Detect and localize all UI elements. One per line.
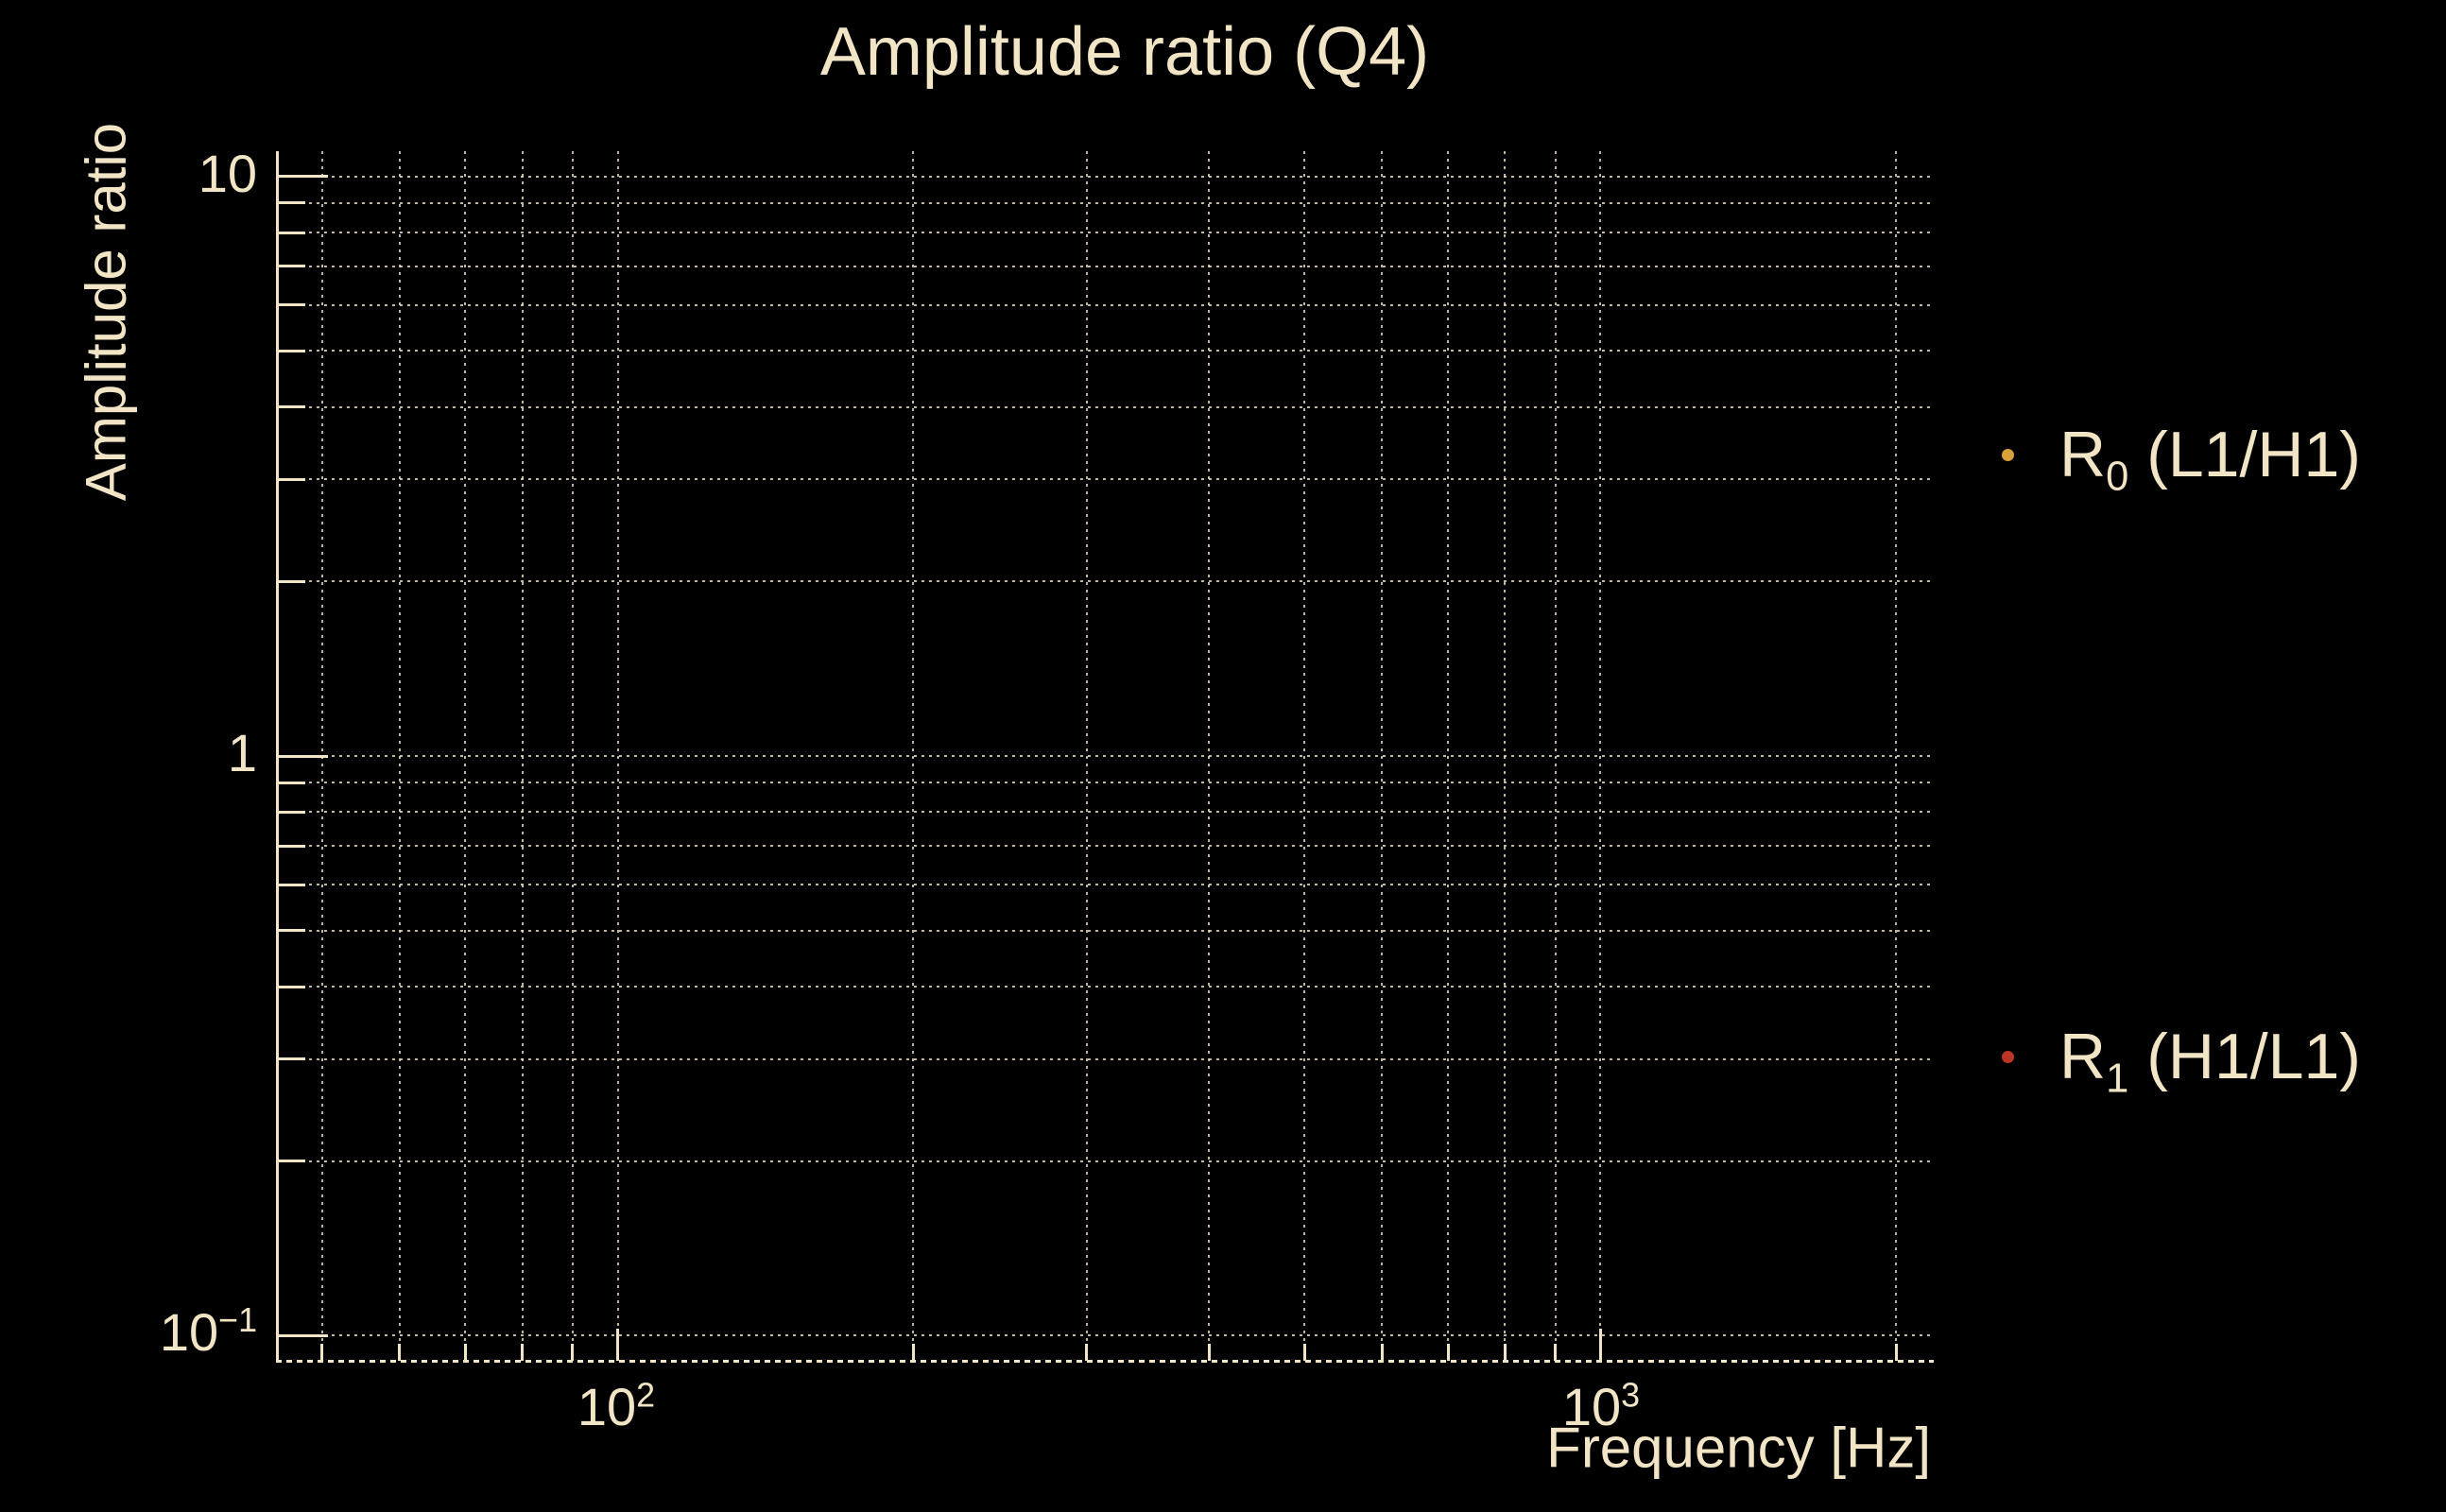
- x-axis-title: Frequency [Hz]: [1546, 1416, 1931, 1480]
- y-axis-title: Amplitude ratio: [74, 122, 138, 502]
- gridline-y-0.1: [279, 1334, 1934, 1337]
- y-tick-9: [279, 201, 305, 205]
- gridline-y-0.4: [279, 986, 1934, 988]
- gridline-y-0.5: [279, 929, 1934, 932]
- y-tick-0.5: [279, 929, 305, 933]
- y-tick-0.9: [279, 781, 305, 784]
- x-tick-500: [1302, 1344, 1306, 1361]
- gridline-y-5: [279, 350, 1934, 352]
- gridline-y-0.2: [279, 1160, 1934, 1162]
- x-tick-200: [911, 1344, 915, 1361]
- y-tick-4: [279, 405, 305, 409]
- gridline-y-10: [279, 175, 1934, 178]
- legend-entry-r1: R1 (H1/L1): [2002, 1020, 2361, 1102]
- x-tick-90: [571, 1344, 575, 1361]
- x-tick-1000: [1598, 1329, 1602, 1361]
- y-tick-0.4: [279, 985, 305, 988]
- gridline-y-7: [279, 265, 1934, 267]
- y-tick-2: [279, 579, 305, 583]
- y-tick-label-0p1: 10−1: [159, 1301, 257, 1362]
- gridline-y-9: [279, 201, 1934, 204]
- chart-title: Amplitude ratio (Q4): [819, 14, 1430, 90]
- y-tick-0.3: [279, 1057, 305, 1061]
- x-tick-70: [463, 1344, 467, 1361]
- legend-entry-r0: R0 (L1/H1): [2002, 418, 2361, 500]
- gridline-y-0.3: [279, 1057, 1934, 1060]
- y-tick-7: [279, 265, 305, 268]
- gridline-y-0.6: [279, 884, 1934, 886]
- y-tick-0.6: [279, 883, 305, 886]
- x-tick-50: [320, 1344, 324, 1361]
- x-tick-700: [1446, 1344, 1450, 1361]
- gridline-y-2: [279, 580, 1934, 583]
- y-tick-3: [279, 477, 305, 481]
- legend-marker-r1-dot-icon: [2002, 1050, 2014, 1063]
- y-tick-0.1: [279, 1333, 328, 1337]
- gridline-y-8: [279, 232, 1934, 234]
- y-tick-0.7: [279, 844, 305, 848]
- x-tick-100: [616, 1329, 620, 1361]
- legend-marker-r0-dot-icon: [2002, 448, 2014, 461]
- y-tick-label-1: 1: [227, 722, 257, 782]
- legend-label-r0: R0 (L1/H1): [2059, 419, 2361, 500]
- x-tick-60: [398, 1344, 402, 1361]
- y-tick-1: [279, 754, 328, 758]
- gridline-y-0.9: [279, 782, 1934, 784]
- gridline-y-3: [279, 478, 1934, 481]
- x-axis-spine: [276, 1360, 1934, 1363]
- plot-area: [276, 151, 1934, 1363]
- y-tick-6: [279, 303, 305, 307]
- x-tick-600: [1380, 1344, 1384, 1361]
- gridline-y-1: [279, 755, 1934, 757]
- x-tick-80: [521, 1344, 525, 1361]
- x-tick-800: [1503, 1344, 1507, 1361]
- x-tick-400: [1207, 1344, 1211, 1361]
- x-tick-label-1000: 103: [1561, 1376, 1641, 1436]
- gridline-y-6: [279, 303, 1934, 306]
- gridline-y-4: [279, 405, 1934, 408]
- gridline-y-0.8: [279, 811, 1934, 814]
- y-tick-10: [279, 175, 328, 179]
- y-tick-0.8: [279, 810, 305, 814]
- y-tick-label-10: 10: [198, 143, 257, 203]
- y-tick-8: [279, 231, 305, 234]
- legend-label-r1: R1 (H1/L1): [2059, 1021, 2361, 1102]
- y-tick-0.2: [279, 1160, 305, 1163]
- x-tick-label-100: 102: [577, 1376, 656, 1436]
- y-tick-5: [279, 349, 305, 352]
- x-tick-900: [1554, 1344, 1558, 1361]
- x-tick-300: [1085, 1344, 1089, 1361]
- x-tick-2000: [1894, 1344, 1898, 1361]
- gridline-y-0.7: [279, 845, 1934, 848]
